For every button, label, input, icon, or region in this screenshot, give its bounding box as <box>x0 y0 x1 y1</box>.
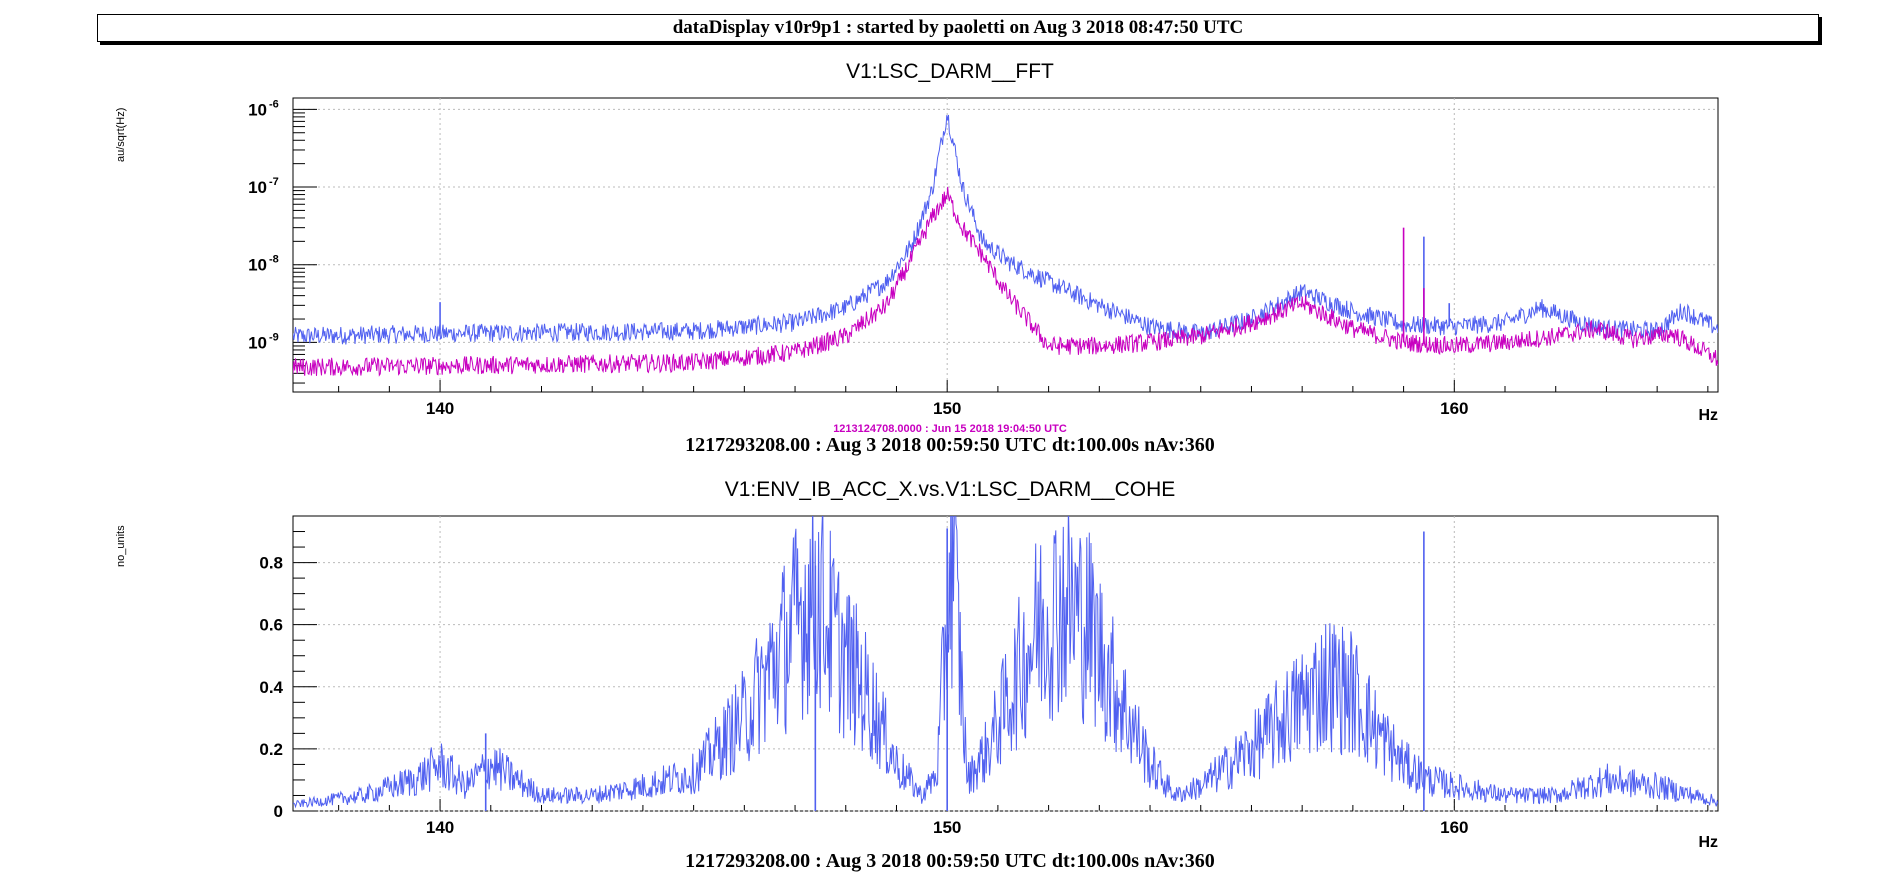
header-bar: dataDisplay v10r9p1 : started by paolett… <box>97 14 1819 42</box>
fft-reference-label: 1213124708.0000 : Jun 15 2018 19:04:50 U… <box>833 423 1067 435</box>
series-1-trace <box>293 186 1718 377</box>
y-tick-exponent: -9 <box>269 331 279 343</box>
y-tick-label: 0.8 <box>259 554 283 573</box>
y-tick-label: 0.2 <box>259 740 283 759</box>
series-0-trace <box>293 114 1718 345</box>
header-title: dataDisplay v10r9p1 : started by paolett… <box>672 17 1244 38</box>
x-tick-label: 160 <box>1440 818 1468 837</box>
plot-0-frame <box>292 97 1719 393</box>
y-tick-label: 0 <box>274 802 283 821</box>
x-tick-label: 140 <box>426 399 454 418</box>
fft-footer: 1217293208.00 : Aug 3 2018 00:59:50 UTC … <box>685 434 1215 456</box>
y-tick-label: 10 <box>248 178 267 197</box>
cohe-plot-title: V1:ENV_IB_ACC_X.vs.V1:LSC_DARM__COHE <box>724 478 1176 501</box>
x-tick-label: 140 <box>426 818 454 837</box>
y-tick-label: 10 <box>248 333 267 352</box>
x-tick-label: 160 <box>1440 399 1468 418</box>
y-tick-label: 10 <box>248 100 267 119</box>
y-tick-exponent: -6 <box>269 98 279 110</box>
x-tick-label: 150 <box>933 399 961 418</box>
y-tick-label: 0.6 <box>259 616 283 635</box>
y-tick-exponent: -7 <box>269 176 279 188</box>
x-axis-unit-label: Hz <box>1698 834 1718 851</box>
plot-1-group: 140 150 160 0 0.2 0.4 0.6 0.8 Hz <box>259 515 1719 851</box>
series-0-trace <box>293 516 1718 809</box>
y-tick-exponent: -8 <box>269 254 279 266</box>
x-axis-unit-label: Hz <box>1698 407 1718 424</box>
cohe-footer: 1217293208.00 : Aug 3 2018 00:59:50 UTC … <box>685 850 1215 872</box>
y-tick-label: 0.4 <box>259 678 283 697</box>
y-tick-label: 10 <box>248 256 267 275</box>
fft-plot-title: V1:LSC_DARM__FFT <box>846 60 1054 83</box>
x-tick-label: 150 <box>933 818 961 837</box>
